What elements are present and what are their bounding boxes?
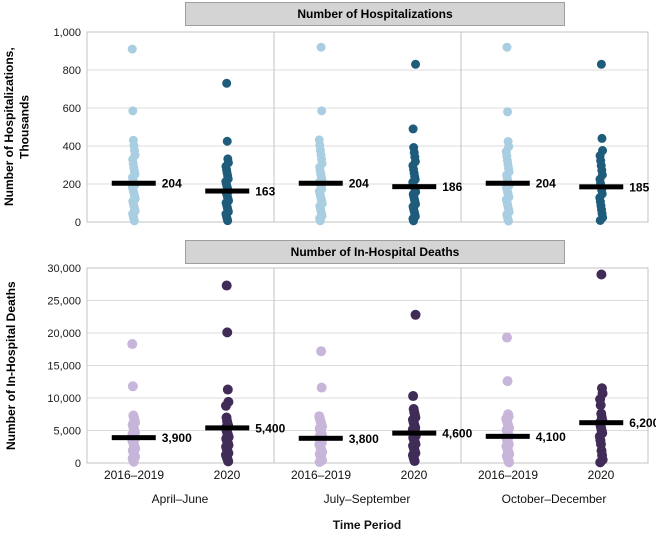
median-bar [485, 180, 530, 186]
plot-border [86, 267, 649, 464]
x-group-label-april-june: April–June [151, 492, 209, 506]
data-point [129, 216, 139, 226]
data-point [502, 42, 512, 52]
data-point [220, 400, 231, 411]
median-label: 204 [536, 177, 556, 191]
median-label: 204 [349, 177, 369, 191]
data-point [408, 391, 419, 402]
median-label: 4,100 [536, 430, 566, 444]
data-point [127, 381, 138, 392]
data-point [221, 280, 232, 291]
data-point [316, 42, 326, 52]
data-point [596, 59, 606, 69]
data-point [222, 136, 232, 146]
data-point [596, 269, 607, 280]
x-group-label-october-december: October–December [501, 492, 607, 506]
median-label: 204 [162, 177, 182, 191]
data-point [223, 216, 233, 226]
data-point [128, 106, 138, 116]
y-tick-label: 1,000 [53, 27, 81, 39]
median-bar [205, 188, 250, 194]
x-group-label-july-september: July–September [323, 492, 411, 506]
x-tick-apr-2016-2019: 2016–2019 [103, 468, 165, 482]
x-tick-jul-2016-2019: 2016–2019 [290, 468, 352, 482]
data-point [128, 456, 139, 467]
data-point [222, 327, 233, 338]
y-axis-title-hospitalizations: Number of Hospitalizations, Thousands [2, 47, 32, 207]
median-bar [111, 180, 156, 186]
y-tick-label: 0 [75, 458, 81, 470]
median-label: 6,200 [629, 416, 656, 430]
data-point [222, 78, 232, 88]
data-point [411, 59, 421, 69]
x-tick-oct-2016-2019: 2016–2019 [477, 468, 539, 482]
y-tick-label: 15,000 [47, 361, 81, 373]
median-label: 186 [442, 180, 462, 194]
median-bar [298, 180, 343, 186]
y-tick-label: 10,000 [47, 393, 81, 405]
median-bar [111, 435, 156, 441]
data-point [409, 456, 420, 467]
y-tick-label: 25,000 [47, 296, 81, 308]
data-point [409, 216, 418, 226]
x-axis-title: Time Period [332, 518, 402, 532]
y-tick-label: 200 [63, 179, 81, 191]
y-tick-label: 30,000 [47, 263, 81, 275]
data-point [317, 106, 327, 116]
median-label: 163 [255, 185, 275, 199]
median-label: 3,800 [349, 432, 379, 446]
data-point [316, 382, 327, 393]
x-tick-jul-2020: 2020 [400, 468, 428, 482]
y-tick-label: 20,000 [47, 328, 81, 340]
median-bar [205, 425, 250, 431]
data-point [223, 456, 234, 467]
median-bar [579, 184, 624, 190]
y-tick-label: 400 [63, 141, 81, 153]
y-tick-label: 5,000 [53, 426, 81, 438]
data-point [501, 332, 512, 343]
median-bar [579, 420, 624, 426]
plot-border [86, 31, 649, 223]
data-point [127, 339, 138, 350]
data-point [502, 376, 513, 387]
median-label: 3,900 [162, 431, 192, 445]
median-bar [392, 184, 437, 190]
data-point [315, 216, 325, 226]
data-point [595, 457, 606, 468]
data-point [595, 400, 606, 411]
data-point [595, 215, 605, 225]
data-point [504, 457, 515, 468]
data-point [314, 457, 325, 468]
panel-title-deaths: Number of In-Hospital Deaths [185, 240, 565, 264]
data-point [408, 124, 418, 134]
data-point [316, 346, 327, 357]
panel-title-hospitalizations: Number of Hospitalizations [185, 2, 565, 26]
median-label: 4,600 [442, 427, 472, 441]
y-tick-label: 800 [63, 65, 81, 77]
y-tick-label: 600 [63, 103, 81, 115]
median-bar [392, 430, 437, 436]
data-point [127, 44, 137, 54]
data-point [222, 384, 233, 395]
median-label: 185 [629, 180, 649, 194]
median-bar [485, 433, 530, 439]
median-bar [298, 435, 343, 441]
data-point [410, 309, 421, 320]
median-label: 5,400 [255, 421, 285, 435]
y-tick-label: 0 [75, 217, 81, 229]
y-axis-title-deaths: Number of In-Hospital Deaths [4, 281, 18, 450]
x-tick-apr-2020: 2020 [213, 468, 241, 482]
x-tick-oct-2020: 2020 [587, 468, 615, 482]
data-point [597, 133, 607, 143]
data-point [504, 216, 513, 226]
data-point [503, 107, 513, 117]
